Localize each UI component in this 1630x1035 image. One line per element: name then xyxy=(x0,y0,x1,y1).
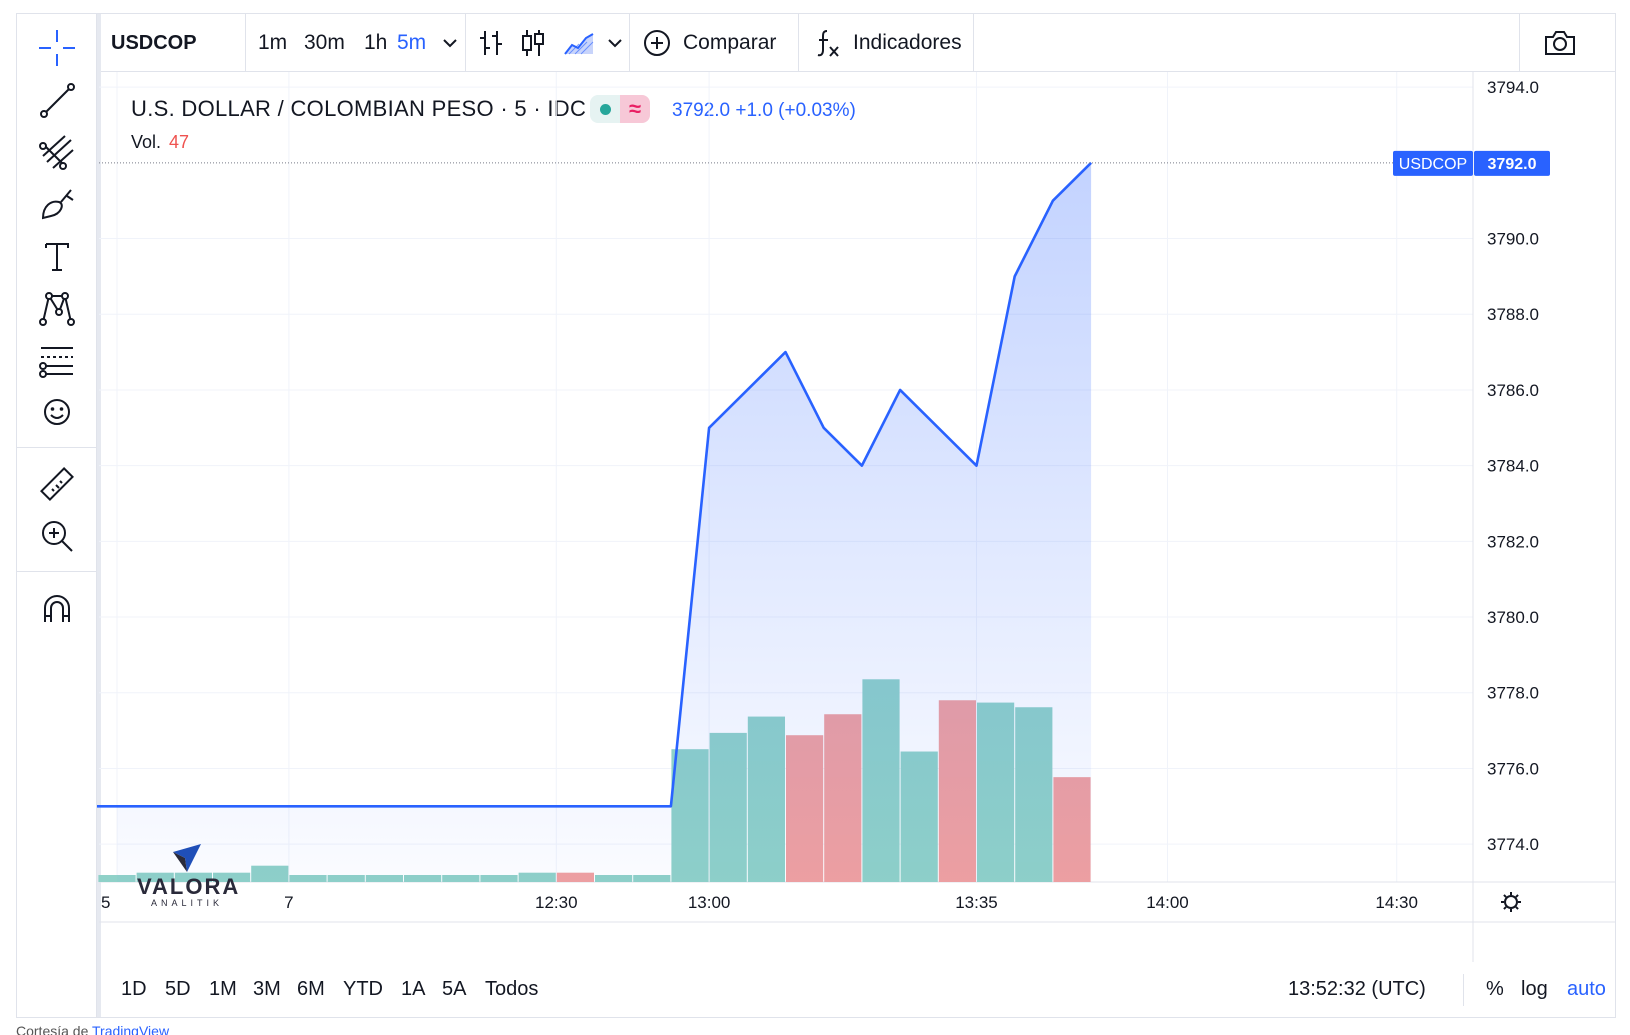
price-chart[interactable]: 3774.0 3776.0 3778.0 3780.0 3782.0 3784.0 3786… xyxy=(17,14,1615,962)
area-chart-icon[interactable] xyxy=(563,14,595,72)
price-area-fill xyxy=(117,162,1092,882)
market-open-dot-icon xyxy=(590,95,620,123)
y-axis-tick-label: 3784.0 xyxy=(1487,457,1539,476)
toolbar-divider xyxy=(17,571,96,572)
camera-icon[interactable] xyxy=(1543,14,1577,72)
settings-gear-icon[interactable] xyxy=(1501,892,1521,912)
y-axis-tick-label: 3780.0 xyxy=(1487,608,1539,627)
volume-legend-value: 47 xyxy=(169,132,190,152)
range-ytd[interactable]: YTD xyxy=(343,978,383,1000)
x-axis-tick-label: 13:00 xyxy=(688,893,731,912)
y-axis-tick-label: 3786.0 xyxy=(1487,381,1539,400)
interval-1h[interactable]: 1h xyxy=(364,31,388,54)
price-tag-value: 3792.0 xyxy=(1488,156,1537,173)
toolbar-divider xyxy=(1463,974,1464,1006)
toolbar-divider xyxy=(245,14,246,72)
percent-scale-toggle[interactable]: % xyxy=(1486,978,1504,1000)
top-toolbar: USDCOP 1m 30m 1h 5m Comparar xyxy=(101,14,1615,72)
symbol-search-button[interactable]: USDCOP xyxy=(111,31,197,54)
range-1m[interactable]: 1M xyxy=(209,978,237,1000)
plus-circle-icon xyxy=(643,29,671,57)
emoji-icon[interactable] xyxy=(33,388,81,436)
panel-resize-handle[interactable] xyxy=(97,14,101,1017)
price-tag-symbol: USDCOP xyxy=(1399,156,1467,173)
toolbar-divider xyxy=(465,14,466,72)
interval-5m[interactable]: 5m xyxy=(397,31,427,54)
attribution: Cortesía de TradingView xyxy=(16,1023,169,1035)
price-line xyxy=(97,161,1093,808)
x-axis-tick-label: 14:30 xyxy=(1375,893,1418,912)
trend-line-icon[interactable] xyxy=(33,76,81,124)
attribution-prefix: Cortesía de xyxy=(16,1023,89,1035)
y-axis-tick-label: 3790.0 xyxy=(1487,230,1539,249)
range-6m[interactable]: 6M xyxy=(297,978,325,1000)
toolbar-divider xyxy=(798,14,799,72)
y-axis-tick-label: 3774.0 xyxy=(1487,835,1539,854)
utc-clock[interactable]: 13:52:32 (UTC) xyxy=(1288,978,1426,1000)
bar-chart-icon[interactable] xyxy=(477,14,505,72)
range-5a[interactable]: 5A xyxy=(442,978,467,1000)
range-1d[interactable]: 1D xyxy=(121,978,147,1000)
chart-widget: USDCOP 1m 30m 1h 5m Comparar xyxy=(16,13,1616,1018)
toolbar-divider xyxy=(1519,14,1520,72)
symbol-legend-title: U.S. DOLLAR / COLOMBIAN PESO · 5 · IDC xyxy=(131,96,587,121)
forecast-icon[interactable] xyxy=(33,336,81,384)
range-3m[interactable]: 3M xyxy=(253,978,281,1000)
interval-dropdown-chevron-icon[interactable] xyxy=(441,14,459,72)
y-axis-tick-label: 3776.0 xyxy=(1487,759,1539,778)
pattern-icon[interactable] xyxy=(33,284,81,332)
range-todos[interactable]: Todos xyxy=(485,978,539,1000)
indicators-button[interactable]: Indicadores xyxy=(815,14,962,72)
x-axis-tick-label: 13:35 xyxy=(955,893,998,912)
interval-1m[interactable]: 1m xyxy=(258,31,288,54)
delayed-data-icon: ≈ xyxy=(620,95,650,123)
toolbar-divider xyxy=(629,14,630,72)
price-tag-value-box xyxy=(1474,150,1550,176)
auto-scale-toggle[interactable]: auto xyxy=(1567,978,1606,1000)
compare-label: Comparar xyxy=(683,31,777,54)
chart-type-chevron-icon[interactable] xyxy=(606,14,624,72)
range-5d[interactable]: 5D xyxy=(165,978,191,1000)
tradingview-link[interactable]: TradingView xyxy=(92,1023,170,1035)
interval-30m[interactable]: 30m xyxy=(304,31,345,54)
y-axis-tick-label: 3782.0 xyxy=(1487,532,1539,551)
x-axis-tick-label: 12:30 xyxy=(535,893,578,912)
brush-icon[interactable] xyxy=(33,180,81,228)
y-axis-tick-label: 3788.0 xyxy=(1487,305,1539,324)
range-1a[interactable]: 1A xyxy=(401,978,426,1000)
indicators-label: Indicadores xyxy=(853,31,962,54)
valora-analitik-logo: VALORA ANALITIK xyxy=(133,842,248,912)
ruler-icon[interactable] xyxy=(33,460,81,508)
log-scale-toggle[interactable]: log xyxy=(1521,978,1548,1000)
price-tag-symbol-box xyxy=(1393,150,1473,176)
market-status-badges[interactable]: ≈ xyxy=(590,95,650,123)
magnet-icon[interactable] xyxy=(33,584,81,632)
x-axis-tick-label: 5 xyxy=(101,893,110,912)
function-icon xyxy=(815,28,841,58)
toolbar-divider xyxy=(973,14,974,72)
x-axis-tick-label: 7 xyxy=(284,893,293,912)
y-axis-tick-label: 3778.0 xyxy=(1487,684,1539,703)
volume-legend-label: Vol. xyxy=(131,132,162,152)
watermark-subtitle: ANALITIK xyxy=(151,898,224,908)
y-axis-tick-label: 3794.0 xyxy=(1487,78,1539,97)
candles-icon[interactable] xyxy=(519,14,547,72)
volume-legend: Vol. 47 xyxy=(131,132,189,153)
pitchfork-icon[interactable] xyxy=(33,128,81,176)
legend-price-change: 3792.0 +1.0 (+0.03%) xyxy=(672,100,856,121)
text-icon[interactable] xyxy=(33,232,81,280)
drawing-toolbar xyxy=(17,14,97,1017)
watermark-name: VALORA xyxy=(137,874,241,899)
toolbar-divider xyxy=(17,447,96,448)
zoom-in-icon[interactable] xyxy=(33,512,81,560)
crosshair-icon[interactable] xyxy=(33,24,81,72)
bottom-toolbar: 1D 5D 1M 3M 6M YTD 1A 5A Todos 13:52:32 … xyxy=(101,962,1615,1017)
compare-button[interactable]: Comparar xyxy=(643,14,776,72)
x-axis-tick-label: 14:00 xyxy=(1146,893,1189,912)
